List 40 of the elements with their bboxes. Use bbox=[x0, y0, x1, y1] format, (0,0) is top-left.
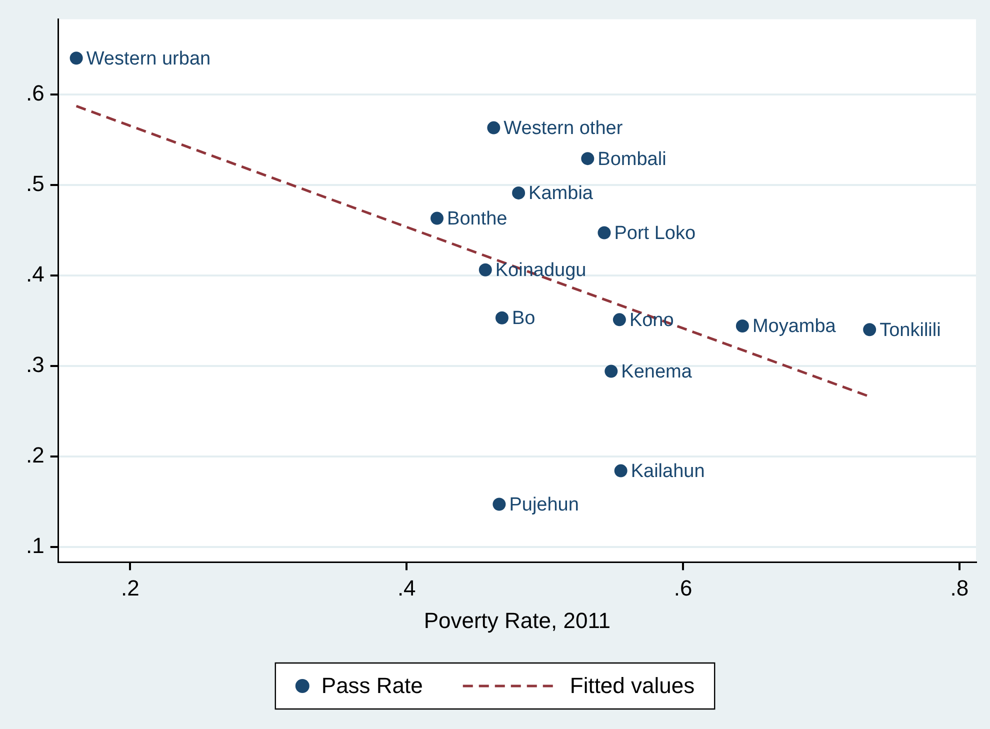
annotation: Kambia bbox=[528, 183, 594, 204]
y-tick-label: .1 bbox=[26, 532, 44, 558]
y-tick-label: .3 bbox=[26, 352, 44, 377]
x-tick-label: .2 bbox=[121, 575, 140, 600]
point bbox=[612, 313, 626, 326]
annotation: Moyamba bbox=[752, 316, 836, 338]
point bbox=[614, 464, 628, 478]
point bbox=[430, 212, 444, 225]
y-tick-label: .6 bbox=[26, 80, 44, 106]
legend-label: Fitted values bbox=[570, 673, 695, 698]
x-axis-title: Poverty Rate, 2011 bbox=[424, 608, 611, 633]
annotation: Western other bbox=[504, 118, 624, 140]
annotation: Kono bbox=[629, 310, 674, 331]
point bbox=[478, 263, 492, 276]
annotation: Bombali bbox=[598, 148, 666, 170]
annotation: Pujehun bbox=[509, 494, 579, 516]
annotation: Western urban bbox=[86, 48, 211, 70]
x-tick-label: .8 bbox=[950, 575, 969, 600]
annotation: Bonthe bbox=[447, 208, 508, 230]
annotation: Bo bbox=[512, 308, 536, 330]
y-tick-label: .5 bbox=[26, 170, 44, 196]
y-tick-label: .4 bbox=[26, 261, 44, 286]
point bbox=[581, 152, 594, 166]
annotation: Port Loko bbox=[614, 223, 696, 244]
point bbox=[495, 311, 508, 324]
point bbox=[604, 364, 618, 378]
point bbox=[487, 121, 500, 134]
legend-label: Pass Rate bbox=[321, 673, 423, 698]
point bbox=[598, 226, 611, 240]
annotation: Kenema bbox=[621, 361, 692, 382]
annotation: Kailahun bbox=[630, 461, 705, 482]
point bbox=[512, 186, 526, 200]
point bbox=[736, 319, 749, 332]
point bbox=[70, 52, 83, 65]
point bbox=[863, 323, 876, 336]
annotation: Tonkilili bbox=[880, 320, 941, 341]
point bbox=[492, 498, 506, 511]
x-tick-label: .6 bbox=[674, 575, 692, 600]
y-tick-label: .2 bbox=[26, 442, 44, 468]
x-tick-label: .4 bbox=[397, 575, 416, 600]
